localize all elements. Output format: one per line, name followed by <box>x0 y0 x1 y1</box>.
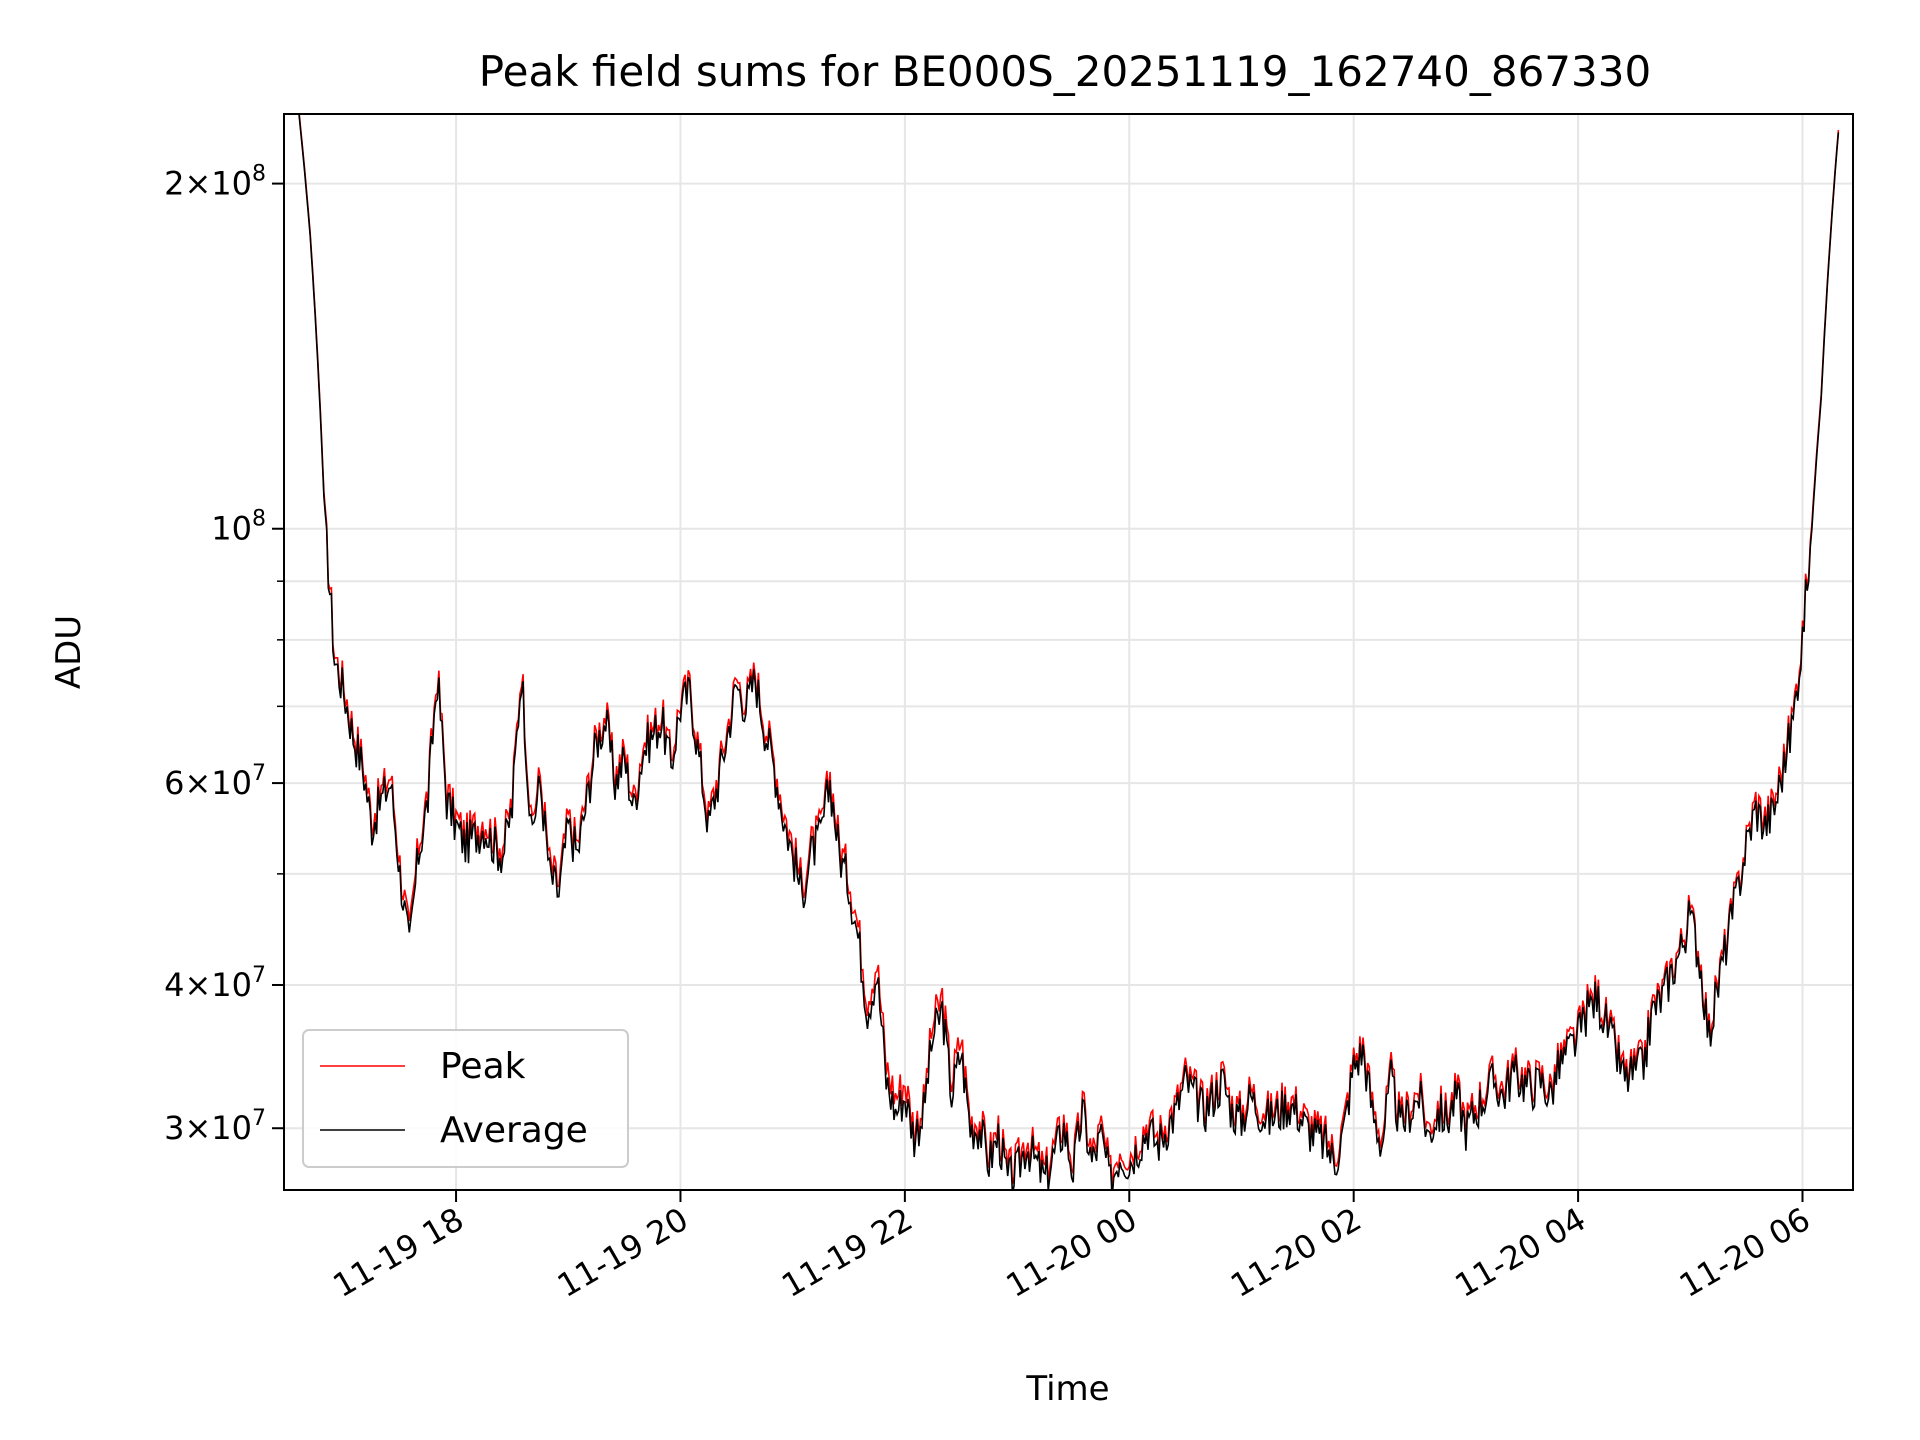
y-ticks: 3×107 4×107 6×107 108 2×108 <box>164 162 284 1147</box>
y-tick-label: 108 <box>211 507 266 548</box>
legend-box <box>302 1029 629 1168</box>
series-lines <box>284 114 1840 1190</box>
y-tick-label: 4×107 <box>164 963 266 1004</box>
plot-frame <box>283 113 1854 1191</box>
grid <box>284 114 1853 1190</box>
series-line-average <box>284 114 1840 1190</box>
legend-label-average: Average <box>440 1110 588 1151</box>
legend-label-peak: Peak <box>440 1046 526 1087</box>
legend: Peak Average <box>302 1029 629 1168</box>
y-tick-label: 6×107 <box>164 761 266 802</box>
chart-title: Peak field sums for BE000S_20251119_1627… <box>479 47 1651 96</box>
x-axis-label: Time <box>1025 1369 1109 1409</box>
y-tick-label: 3×107 <box>164 1106 266 1147</box>
y-axis-label: ADU <box>49 615 89 689</box>
y-tick-label: 2×108 <box>164 162 266 203</box>
